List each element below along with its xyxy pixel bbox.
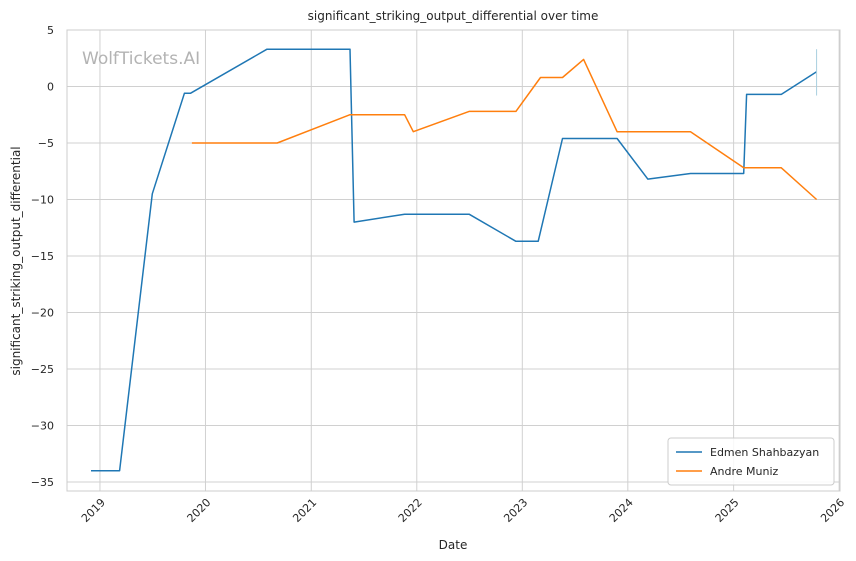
y-tick-label--20: −20 xyxy=(31,306,54,319)
series-layer xyxy=(91,48,818,472)
vertical-gridlines xyxy=(99,30,840,491)
y-tick-label--10: −10 xyxy=(31,193,54,206)
series-line-andre-muniz xyxy=(191,58,818,201)
y-tick-label-0: 0 xyxy=(47,80,54,93)
y-tick-label-5: 5 xyxy=(47,24,54,37)
chart-title: significant_striking_output_differential… xyxy=(308,9,599,23)
legend-label-edmen-shahbazyan: Edmen Shahbazyan xyxy=(710,446,819,459)
y-axis-title: significant_striking_output_differential xyxy=(9,146,23,375)
y-axis-ticks: 5 0 −5 −10 −15 −20 −25 −30 −35 xyxy=(31,24,54,489)
series-line-edmen-shahbazyan xyxy=(91,48,818,472)
y-tick-label--5: −5 xyxy=(38,137,54,150)
x-axis-title: Date xyxy=(439,538,468,552)
legend: Edmen Shahbazyan Andre Muniz xyxy=(667,437,835,486)
y-tick-label--15: −15 xyxy=(31,250,54,263)
y-tick-label--25: −25 xyxy=(31,363,54,376)
legend-label-andre-muniz: Andre Muniz xyxy=(710,465,779,478)
watermark: WolfTickets.AI xyxy=(82,49,200,69)
y-tick-label--35: −35 xyxy=(31,476,54,489)
y-tick-label--30: −30 xyxy=(31,419,54,432)
legend-box xyxy=(667,437,835,486)
plot-frame xyxy=(66,29,841,492)
